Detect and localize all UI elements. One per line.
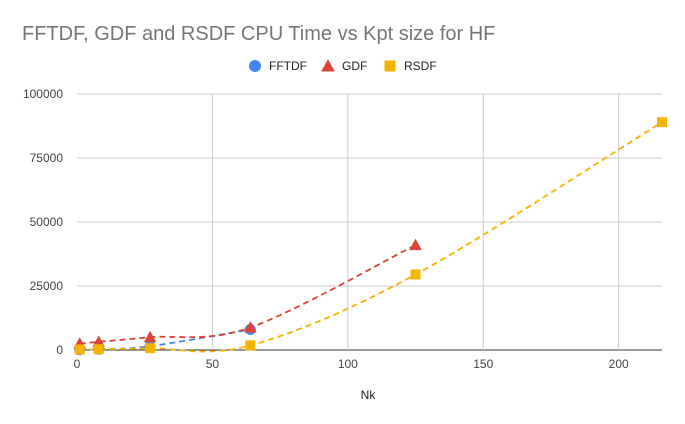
point-gdf (244, 321, 257, 333)
point-gdf (409, 238, 422, 251)
point-rsdf (245, 340, 256, 351)
trendline-rsdf (79, 121, 663, 353)
legend-marker-gdf (321, 59, 335, 72)
y-tick-label: 75000 (30, 151, 64, 165)
legend-marker-fftdf (249, 60, 261, 72)
chart-title: FFTDF, GDF and RSDF CPU Time vs Kpt size… (22, 23, 495, 45)
point-rsdf (657, 117, 667, 128)
point-rsdf (93, 344, 104, 355)
x-axis-label: Nk (361, 388, 377, 402)
y-tick-label: 50000 (30, 215, 64, 229)
data-points (73, 117, 667, 356)
legend-label-gdf: GDF (342, 59, 367, 73)
gridlines (77, 93, 662, 351)
y-tick-label: 0 (56, 343, 63, 357)
point-gdf (92, 335, 105, 347)
point-rsdf (410, 269, 421, 280)
y-tick-label: 25000 (30, 279, 64, 293)
legend-label-fftdf: FFTDF (269, 59, 307, 73)
legend-marker-rsdf (384, 60, 396, 72)
x-tick-label: 50 (206, 357, 220, 371)
legend-label-rsdf: RSDF (404, 59, 437, 73)
x-axis-ticks: 0 50 100 150 200 (74, 357, 629, 371)
legend: FFTDF GDF RSDF (249, 59, 437, 73)
y-axis-ticks: 0 25000 50000 75000 100000 (23, 87, 63, 357)
x-tick-label: 150 (473, 357, 493, 371)
point-rsdf (145, 343, 156, 354)
x-tick-label: 100 (338, 357, 358, 371)
trendlines (79, 121, 663, 353)
y-tick-label: 100000 (23, 87, 63, 101)
point-gdf (143, 330, 157, 343)
point-rsdf (74, 344, 85, 355)
trendline-fftdf (79, 328, 251, 351)
x-tick-label: 200 (609, 357, 629, 371)
x-tick-label: 0 (74, 357, 81, 371)
